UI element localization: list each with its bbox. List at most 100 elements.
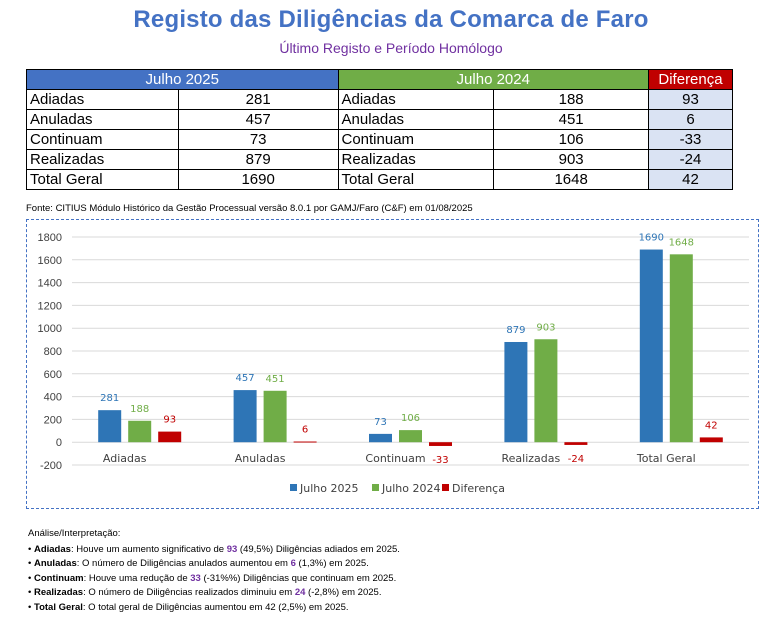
value-difference: 6 [648, 109, 733, 130]
y-tick-label: 800 [44, 346, 62, 358]
data-label: 281 [100, 393, 119, 404]
analysis-highlight: 93 [226, 543, 238, 555]
analysis-text: : O total geral de Diligências aumentou … [82, 601, 349, 613]
table-row: Realizadas 879 Realizadas 903 -24 [26, 149, 733, 170]
analysis-text: (-2,8%) em 2025. [305, 587, 382, 598]
analysis-highlight: 33 [190, 572, 201, 584]
bar-chart: -200 0 200 400 600 800 1000 1200 1400 1600 1800 281… [38, 232, 749, 495]
value-2025: 457 [177, 109, 339, 130]
value-2025: 73 [177, 129, 339, 150]
value-difference: 42 [648, 169, 733, 190]
row-label-2025: Continuam [26, 129, 179, 150]
data-label: 188 [130, 404, 149, 415]
y-tick-label: 1000 [38, 323, 62, 335]
y-tick-label: 1600 [38, 255, 62, 267]
bullet-icon: • [28, 601, 34, 613]
legend-swatch [372, 484, 379, 491]
y-tick-label: 1800 [38, 232, 62, 244]
analysis-text: : Houve um aumento significativo de [70, 543, 227, 555]
value-difference: 93 [648, 89, 733, 110]
header-difference: Diferença [648, 69, 733, 90]
value-difference: -24 [648, 149, 733, 170]
row-label-2025: Total Geral [26, 169, 179, 190]
analysis-section: Análise/Interpretação: • Adiadas: Houve … [28, 527, 400, 615]
row-label-2025: Realizadas [26, 149, 179, 170]
analysis-highlight: 24 [294, 587, 306, 598]
bar [429, 442, 452, 446]
header-july-2024: Julho 2024 [337, 69, 649, 90]
bar [98, 410, 122, 443]
analysis-item: • Realizadas: O número de Diligências re… [28, 586, 400, 601]
analysis-text: (1,3%) em 2025. [295, 558, 369, 569]
y-tick-label: 200 [44, 414, 62, 426]
data-label: 903 [536, 322, 555, 333]
analysis-term: Continuam [33, 572, 84, 584]
value-2024: 188 [493, 89, 649, 110]
x-tick-label: Realizadas [502, 452, 561, 465]
bar [564, 442, 588, 445]
bullet-icon: • [28, 572, 34, 584]
value-2025: 879 [177, 149, 339, 170]
x-tick-label: Anuladas [235, 452, 286, 465]
bullet-icon: • [28, 543, 34, 555]
row-label-2025: Adiadas [26, 89, 179, 110]
bar [158, 431, 182, 443]
bullet-icon: • [28, 558, 34, 569]
page-title: Registo das Diligências da Comarca de Fa… [133, 6, 649, 33]
x-tick-label: Continuam [365, 452, 425, 465]
legend-swatch [442, 484, 449, 491]
data-label: 1648 [669, 237, 694, 248]
legend-label: Julho 2024 [381, 482, 440, 495]
x-tick-label: Adiadas [103, 452, 147, 465]
bar [263, 390, 287, 443]
row-label-2024: Realizadas [337, 149, 495, 170]
bar [399, 430, 422, 443]
bar [128, 420, 152, 443]
analysis-item: • Total Geral: O total geral de Diligênc… [28, 601, 400, 616]
data-label: 1690 [639, 233, 664, 244]
bar [639, 249, 663, 443]
table-header-row: Julho 2025 Julho 2024 Diferença [26, 69, 733, 90]
y-tick-label: 1200 [38, 300, 62, 312]
header-july-2025: Julho 2025 [26, 69, 339, 90]
y-tick-label: 400 [44, 392, 62, 404]
bar [233, 390, 257, 443]
analysis-term: Total Geral [33, 601, 83, 613]
bar [504, 341, 528, 443]
analysis-text: : Houve uma redução de [83, 572, 191, 584]
value-2025: 1690 [177, 169, 339, 190]
value-2025: 281 [177, 89, 339, 110]
table-row: Continuam 73 Continuam 106 -33 [26, 129, 733, 150]
data-label: 73 [374, 417, 387, 428]
data-label: -24 [568, 454, 584, 465]
bullet-icon: • [28, 587, 34, 598]
bar [699, 437, 723, 443]
analysis-heading: Análise/Interpretação: [28, 528, 121, 539]
table-row: Total Geral 1690 Total Geral 1648 42 [26, 169, 733, 190]
analysis-text: : O número de Diligências realizados dim… [83, 587, 295, 598]
summary-table: Julho 2025 Julho 2024 Diferença Adiadas 2… [26, 69, 733, 190]
row-label-2024: Adiadas [337, 89, 495, 110]
data-label: 6 [302, 425, 308, 436]
analysis-term: Adiadas [33, 543, 71, 555]
analysis-item: • Anuladas: O número de Diligências anul… [28, 557, 400, 572]
source-note: Fonte: CITIUS Módulo Histórico da Gestão… [26, 203, 473, 214]
data-label: 106 [401, 413, 420, 424]
value-2024: 106 [493, 129, 649, 150]
legend-swatch [290, 484, 297, 491]
legend-label: Julho 2025 [299, 482, 358, 495]
data-label: -33 [432, 455, 448, 466]
data-label: 451 [266, 374, 285, 385]
analysis-text: (-31%%) Diligências que continuam em 202… [200, 572, 397, 584]
value-difference: -33 [648, 129, 733, 150]
analysis-text: (49,5%) Diligências adiados em 2025. [237, 543, 400, 555]
row-label-2024: Continuam [337, 129, 495, 150]
value-2024: 451 [493, 109, 649, 130]
chart-container: -200 0 200 400 600 800 1000 1200 1400 1600 1800 281… [26, 219, 759, 509]
x-tick-label: Total Geral [636, 452, 696, 465]
bar [669, 254, 693, 443]
y-tick-label: 1400 [38, 278, 62, 290]
data-label: 457 [236, 373, 255, 384]
y-tick-label: 0 [56, 437, 62, 449]
value-2024: 903 [493, 149, 649, 170]
